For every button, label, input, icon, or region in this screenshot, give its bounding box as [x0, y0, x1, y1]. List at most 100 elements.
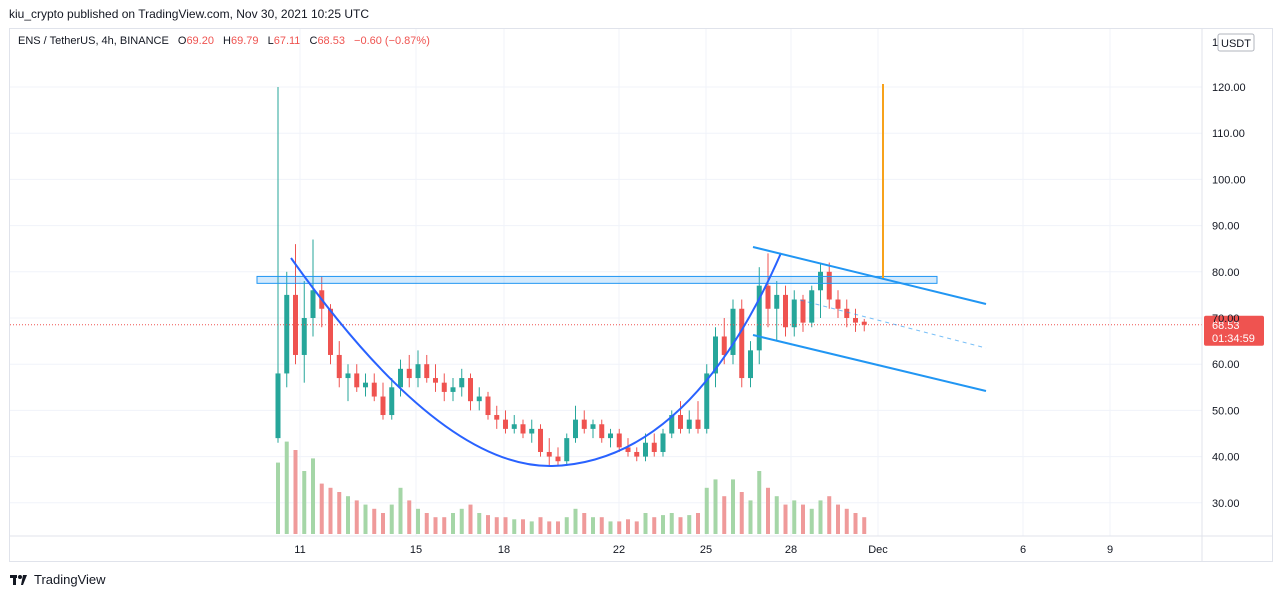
- candle-body: [424, 364, 430, 379]
- candle-body: [336, 354, 342, 379]
- candle-body: [826, 271, 832, 300]
- flag-lower-line: [752, 334, 987, 392]
- volume-bar: [792, 500, 797, 534]
- x-tick-label: 25: [700, 544, 712, 556]
- volume-bar: [407, 500, 412, 534]
- volume-bar: [731, 479, 735, 534]
- legend-high-value: 69.79: [230, 35, 259, 47]
- x-tick-label: 9: [1107, 544, 1113, 556]
- volume-bar: [827, 496, 832, 534]
- volume-bar: [512, 519, 517, 534]
- y-tick-label: 100.00: [1212, 174, 1246, 186]
- last-price-tag: [1204, 315, 1264, 346]
- legend-close-value: 68.53: [317, 35, 345, 47]
- volume-bar: [844, 508, 849, 534]
- x-tick-label: 18: [498, 544, 510, 556]
- legend-symbol[interactable]: ENS / TetherUS, 4h, BINANCE: [18, 35, 169, 47]
- y-tick-label: 50.00: [1212, 405, 1240, 417]
- candle-body: [660, 433, 666, 452]
- chart-legend: ENS / TetherUS, 4h, BINANCE O69.20 H69.7…: [18, 35, 430, 47]
- candle-body: [774, 294, 780, 309]
- candle-body: [275, 373, 281, 439]
- candle-body: [380, 396, 386, 416]
- chart-frame: [9, 28, 1273, 562]
- volume-bar: [389, 504, 394, 534]
- volume-bar: [836, 504, 840, 534]
- candle-body: [450, 387, 456, 392]
- candle-body: [511, 424, 517, 429]
- candle-body: [573, 419, 578, 439]
- candle-body: [634, 451, 640, 457]
- volume-bar: [818, 500, 823, 534]
- volume-bar: [529, 521, 534, 534]
- publisher-text: kiu_crypto published on TradingView.com,…: [9, 7, 369, 21]
- candle-body: [564, 438, 570, 462]
- candle-body: [503, 419, 508, 429]
- volume-bar: [398, 487, 403, 534]
- y-tick-label: 120.00: [1212, 82, 1246, 94]
- volume-bar: [337, 492, 342, 534]
- candle-body: [643, 442, 648, 457]
- y-tick-label: 90.00: [1212, 221, 1240, 233]
- resistance-zone: [256, 275, 938, 284]
- volume-bar: [591, 517, 595, 534]
- currency-badge: [1217, 33, 1255, 52]
- flag-mid-line: [799, 299, 987, 349]
- chart-axes: 30.00 40.00 50.00 60.00 70.00 80.00 90.00 100.0…: [10, 29, 1273, 562]
- volume-bar: [599, 517, 604, 534]
- legend-high-label: H: [223, 35, 231, 47]
- candle-body: [468, 378, 473, 402]
- legend-open-label: O: [177, 35, 187, 47]
- volume-bar: [722, 496, 727, 534]
- volume-bar: [853, 513, 858, 534]
- candle-body: [730, 308, 736, 355]
- candle-body: [818, 271, 823, 291]
- candle-body: [520, 424, 526, 434]
- candle-body: [599, 424, 605, 439]
- candle-body: [625, 447, 631, 452]
- volume-bar: [354, 500, 359, 534]
- countdown-label: 01:34:59: [1212, 333, 1255, 345]
- footer-brand[interactable]: TradingView: [34, 572, 106, 587]
- legend-change: −0.60 (−0.87%): [354, 35, 430, 47]
- candle-body: [433, 378, 438, 383]
- volume-bar: [739, 492, 744, 534]
- candle-body: [651, 442, 657, 452]
- volume-bar: [643, 513, 648, 534]
- currency-badge-label: USDT: [1221, 38, 1251, 50]
- volume-bar: [494, 517, 499, 534]
- candle-body: [546, 451, 552, 457]
- candle-body: [783, 294, 788, 328]
- volume-bar: [521, 519, 525, 534]
- volume-bar: [608, 521, 613, 534]
- volume-bar: [468, 504, 473, 534]
- candle-body: [756, 285, 762, 351]
- candle-body: [538, 428, 543, 452]
- volume-bar: [276, 462, 280, 534]
- volume-bar: [669, 513, 674, 534]
- candle-body: [695, 419, 701, 429]
- candle-body: [415, 364, 421, 379]
- volume-bar: [809, 508, 814, 534]
- y-tick-label: 30.00: [1212, 498, 1240, 510]
- volume-bar: [556, 521, 560, 534]
- volume-bar: [766, 487, 770, 534]
- volume-bar: [783, 504, 788, 534]
- volume-bar: [713, 479, 718, 534]
- volume-bar: [319, 483, 324, 534]
- legend-open-value: 69.20: [186, 35, 214, 47]
- candle-body: [476, 396, 482, 402]
- candle-body: [555, 456, 561, 462]
- tradingview-logo-icon[interactable]: [10, 574, 30, 586]
- volume-bar: [372, 508, 377, 534]
- volume-bar: [459, 508, 464, 534]
- candle-body: [406, 368, 412, 379]
- y-tick-label: 80.00: [1212, 267, 1240, 279]
- candle-body: [284, 294, 290, 374]
- volume-bar: [626, 519, 630, 534]
- volume-bar: [564, 517, 569, 534]
- candle-body: [389, 387, 395, 416]
- y-tick-label: 40.00: [1212, 452, 1240, 464]
